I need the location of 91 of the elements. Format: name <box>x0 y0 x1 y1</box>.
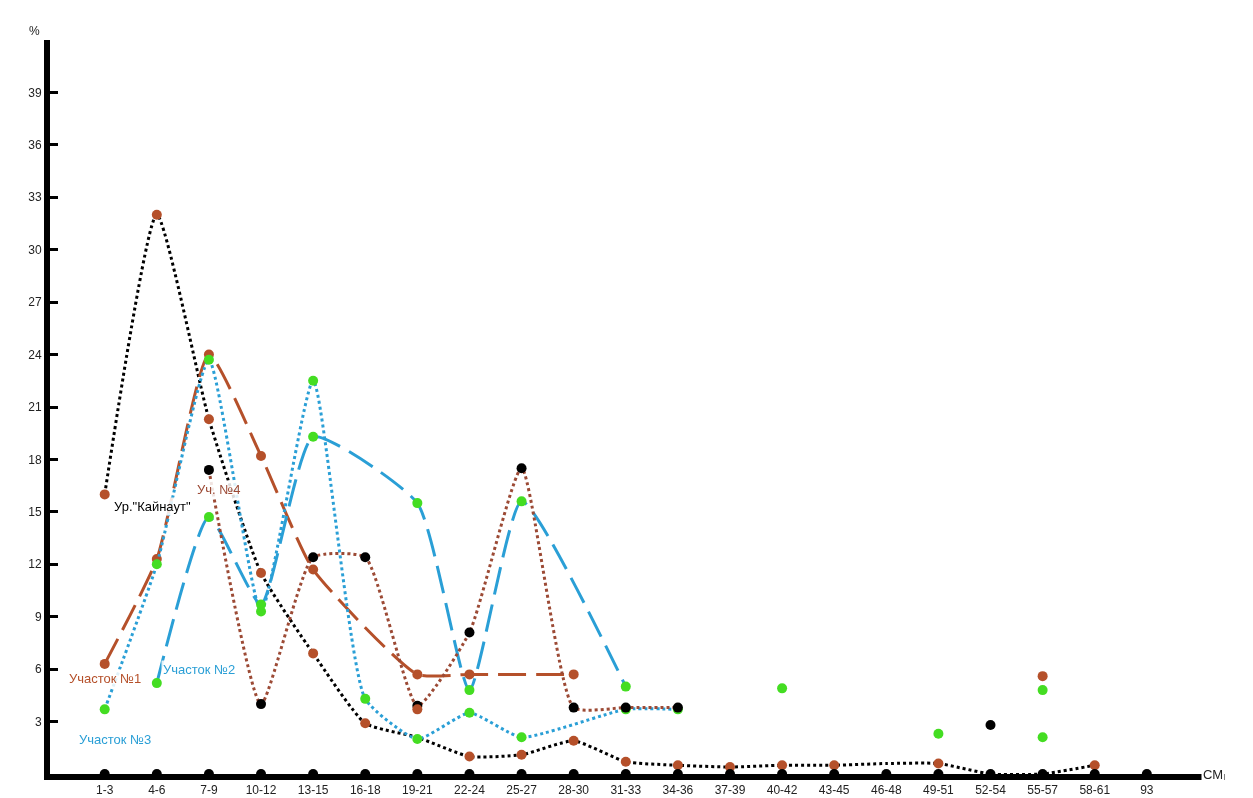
x-tick-label: 13-15 <box>297 783 329 798</box>
point <box>464 627 475 638</box>
x-tick-label: 22-24 <box>454 783 486 798</box>
series-label: Ур."Кайнаут" <box>114 499 191 514</box>
x-tick-label: 28-30 <box>558 783 590 798</box>
series-label: Участок №1 <box>69 671 142 686</box>
x-tick-label: 49-51 <box>923 783 955 798</box>
point <box>829 760 840 771</box>
x-axis-title: СМ <box>1203 767 1224 782</box>
point <box>308 564 319 575</box>
point <box>99 704 110 715</box>
point <box>568 669 579 680</box>
x-tick-label: 1-3 <box>96 783 114 798</box>
y-axis-title: % <box>29 24 40 38</box>
x-tick-label: 25-27 <box>506 783 538 798</box>
x-tick-label: 10-12 <box>245 783 277 798</box>
point <box>360 693 371 704</box>
x-tick-label: 16-18 <box>349 783 381 798</box>
point <box>99 658 110 669</box>
point <box>516 749 527 760</box>
point <box>516 496 527 507</box>
x-tick-label: 93 <box>1140 783 1154 798</box>
y-tick-label: 9 <box>34 609 42 624</box>
point <box>933 758 944 769</box>
point <box>256 699 267 710</box>
y-tick-label: 15 <box>28 505 42 520</box>
point <box>620 756 631 767</box>
y-tick-label: 27 <box>28 295 42 310</box>
x-tick-label: 34-36 <box>662 783 694 798</box>
point <box>412 734 423 745</box>
point <box>464 751 475 762</box>
point <box>933 728 944 739</box>
x-tick-label: 52-54 <box>975 783 1007 798</box>
point <box>464 669 475 680</box>
point <box>308 552 319 563</box>
point <box>360 718 371 729</box>
x-tick-label: 43-45 <box>818 783 850 798</box>
x-tick-label: 37-39 <box>714 783 746 798</box>
point <box>308 648 319 659</box>
point <box>464 685 475 696</box>
point <box>412 669 423 680</box>
x-tick-label: 31-33 <box>610 783 642 798</box>
y-tick-label: 24 <box>28 347 42 362</box>
x-tick-label: 46-48 <box>870 783 902 798</box>
text: Участок №3 <box>79 732 152 747</box>
series-label: Уч. №4 <box>197 482 241 497</box>
point <box>360 552 371 563</box>
series-label: Участок №2 <box>163 662 236 677</box>
point <box>151 559 162 570</box>
point <box>464 707 475 718</box>
point <box>151 209 162 220</box>
point <box>568 702 579 713</box>
point <box>620 681 631 692</box>
point <box>203 512 214 523</box>
x-tick-label: 7-9 <box>200 783 218 798</box>
y-tick-label: 18 <box>28 452 42 467</box>
point <box>1037 732 1048 743</box>
point <box>412 704 423 715</box>
x-tick-label: 55-57 <box>1027 783 1059 798</box>
y-tick-label: 3 <box>34 714 42 729</box>
y-tick-label: 12 <box>28 557 42 572</box>
x-tick-label: 58-61 <box>1079 783 1111 798</box>
point <box>672 760 683 771</box>
point <box>203 414 214 425</box>
point <box>777 683 788 694</box>
y-tick-label: 36 <box>28 138 42 153</box>
y-tick-label: 39 <box>28 85 42 100</box>
point <box>412 498 423 509</box>
point <box>568 735 579 746</box>
point <box>256 568 267 579</box>
point <box>985 720 996 731</box>
point <box>777 760 788 771</box>
point <box>203 354 214 365</box>
point <box>516 732 527 743</box>
point <box>1089 760 1100 771</box>
y-tick-label: 30 <box>28 242 42 257</box>
x-tick-label: 4-6 <box>148 783 166 798</box>
point <box>151 678 162 689</box>
point <box>308 431 319 442</box>
y-tick-label: 33 <box>28 190 42 205</box>
x-tick-label: 19-21 <box>402 783 434 798</box>
point <box>516 463 527 474</box>
y-tick-label: 6 <box>34 662 42 677</box>
point <box>1037 671 1048 682</box>
point <box>1037 685 1048 696</box>
point <box>308 375 319 386</box>
point <box>203 464 214 475</box>
y-tick-label: 21 <box>28 400 42 415</box>
x-tick-label: 40-42 <box>766 783 798 798</box>
point <box>256 450 267 461</box>
point <box>99 489 110 500</box>
